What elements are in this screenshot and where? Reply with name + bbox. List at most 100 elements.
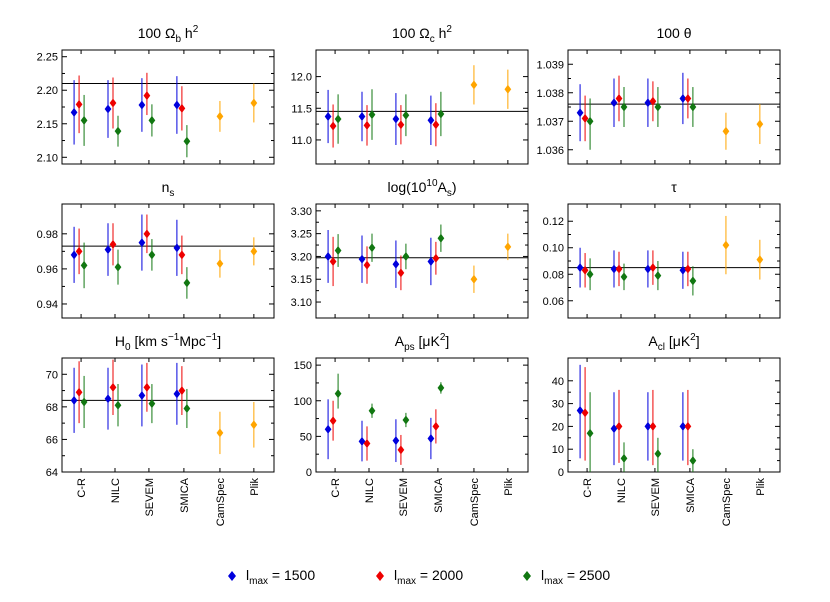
data-point — [684, 93, 692, 103]
data-point — [104, 104, 112, 114]
data-point — [334, 389, 342, 399]
data-point — [684, 264, 692, 274]
data-point — [679, 265, 687, 275]
legend-label-sub: max — [249, 576, 268, 587]
y-tick-label: 0.06 — [543, 296, 564, 308]
data-point — [173, 100, 181, 110]
data-point — [437, 109, 445, 119]
legend-label-rest: = 1500 — [268, 567, 315, 583]
panel-title: 100 Ωc h2 — [392, 24, 452, 45]
data-point — [581, 265, 589, 275]
panel-title-part: [μK — [415, 333, 441, 349]
x-method-label: SMICA — [685, 477, 697, 513]
data-point — [143, 382, 151, 392]
data-point — [109, 239, 117, 249]
data-point — [75, 99, 83, 109]
data-point — [250, 420, 258, 430]
y-tick-label: 0.96 — [37, 264, 58, 276]
panel-1: 2.10 2.15 2.20 2.25 — [37, 49, 275, 165]
data-point — [722, 126, 730, 136]
panel-title-part: A — [438, 179, 448, 195]
panel-title-part: τ — [671, 179, 677, 195]
x-method-label: CamSpec — [215, 478, 227, 527]
x-method-label: C-R — [330, 478, 342, 498]
y-tick-label: 100 — [294, 396, 312, 408]
data-point — [368, 243, 376, 253]
panel-title-part: A — [395, 333, 405, 349]
data-point — [324, 112, 332, 121]
data-point — [586, 269, 594, 279]
data-point — [392, 436, 400, 446]
data-point — [104, 394, 112, 404]
legend-label-rest: = 2500 — [563, 567, 610, 583]
data-point — [470, 80, 478, 90]
data-point — [70, 250, 78, 260]
data-point — [80, 397, 88, 407]
data-point — [358, 254, 366, 264]
data-point — [437, 383, 445, 393]
panel-3: 1.036 1.037 1.038 1.039 — [536, 49, 781, 165]
y-tick-label: 0 — [558, 467, 564, 479]
data-point — [75, 246, 83, 256]
data-point — [615, 421, 623, 431]
panel-title-part: cl — [658, 342, 665, 353]
y-tick-label: 68 — [46, 402, 58, 414]
y-tick-label: 11.5 — [291, 103, 312, 115]
data-point — [216, 111, 224, 121]
panel-title-part: H — [115, 333, 125, 349]
data-point — [722, 240, 730, 250]
panel-6: 0.06 0.08 0.10 0.12 — [543, 203, 781, 319]
data-point — [358, 436, 366, 446]
data-point — [689, 456, 697, 466]
x-method-label: SEVEM — [144, 478, 156, 517]
data-point — [620, 102, 628, 112]
data-point — [183, 278, 191, 288]
x-method-label: Plik — [249, 478, 261, 496]
data-point — [250, 246, 258, 256]
y-tick-label: 2.25 — [37, 52, 58, 64]
data-point — [363, 439, 371, 448]
legend-label-main: l — [394, 567, 397, 583]
y-tick-label: 30 — [552, 399, 564, 411]
y-tick-label: 0.94 — [37, 299, 58, 311]
y-tick-label: 1.037 — [536, 116, 564, 128]
data-point — [329, 416, 337, 426]
panel-title-part: 100 θ — [656, 25, 691, 41]
data-point — [143, 229, 151, 239]
panel-title-part: h — [181, 25, 193, 41]
panel-frame — [567, 49, 781, 165]
panel-9: 0 10 20 30 40 — [552, 357, 781, 479]
data-point — [581, 408, 589, 418]
x-method-label: SMICA — [433, 477, 445, 513]
panel-frame — [61, 49, 275, 165]
panel-title-part: 2 — [446, 24, 452, 35]
y-tick-label: 2.10 — [37, 152, 58, 164]
data-point — [427, 434, 435, 444]
y-tick-label: 11.0 — [291, 135, 312, 147]
x-method-label: Plik — [503, 478, 515, 496]
data-point — [109, 98, 117, 108]
y-tick-label: 1.036 — [536, 145, 564, 157]
data-point — [183, 136, 191, 146]
legend-label-main: l — [541, 567, 544, 583]
panel-title-part: 100 Ω — [392, 25, 430, 41]
data-point — [576, 263, 584, 273]
legend-label-sub: max — [544, 576, 563, 587]
panel-frame — [315, 49, 529, 165]
panel-frame — [61, 203, 275, 319]
x-method-label: SEVEM — [398, 478, 410, 517]
data-point — [402, 415, 410, 425]
data-point — [397, 445, 405, 455]
panel-title: 100 Ωb h2 — [138, 24, 199, 45]
panel-title-part: −1 — [206, 332, 218, 343]
data-point — [504, 84, 512, 94]
data-point — [173, 389, 181, 399]
panel-title-part: 2 — [690, 332, 696, 343]
data-point — [576, 108, 584, 118]
data-point — [148, 250, 156, 260]
x-method-label: NILC — [616, 478, 628, 503]
y-tick-label: 3.25 — [291, 229, 312, 241]
data-point — [397, 120, 405, 130]
data-point — [649, 421, 657, 431]
panel-title-part: n — [162, 179, 170, 195]
